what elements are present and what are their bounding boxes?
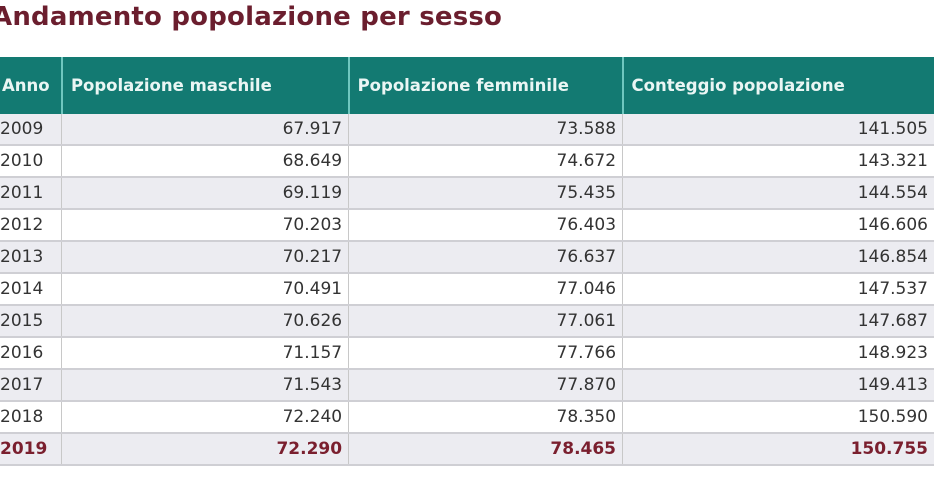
- cell-maschile: 71.543: [61, 369, 350, 402]
- header-conteggio-popolazione: Conteggio popolazione: [622, 57, 934, 114]
- cell-totale: 144.554: [622, 177, 934, 210]
- cell-anno: 2015: [0, 305, 63, 338]
- table-row: 2018 72.240 78.350 150.590: [0, 401, 934, 434]
- cell-anno: 2013: [0, 241, 63, 274]
- cell-femminile: 75.435: [348, 177, 624, 210]
- cell-femminile: 77.766: [348, 337, 624, 370]
- cell-totale: 143.321: [622, 145, 934, 178]
- cell-anno: 2010: [0, 145, 63, 178]
- header-anno: Anno: [0, 57, 63, 114]
- table-row-highlight: 2019 72.290 78.465 150.755: [0, 433, 934, 466]
- cell-femminile: 74.672: [348, 145, 624, 178]
- table-row: 2009 67.917 73.588 141.505: [0, 114, 934, 146]
- cell-maschile: 68.649: [61, 145, 350, 178]
- cell-totale: 147.537: [622, 273, 934, 306]
- table-row: 2017 71.543 77.870 149.413: [0, 369, 934, 402]
- cell-femminile: 73.588: [348, 114, 624, 146]
- cell-femminile: 77.061: [348, 305, 624, 338]
- cell-maschile: 67.917: [61, 114, 350, 146]
- table-row: 2011 69.119 75.435 144.554: [0, 177, 934, 210]
- cell-anno: 2014: [0, 273, 63, 306]
- cell-totale: 148.923: [622, 337, 934, 370]
- cell-anno: 2009: [0, 114, 63, 146]
- cell-maschile: 72.240: [61, 401, 350, 434]
- table-row: 2010 68.649 74.672 143.321: [0, 145, 934, 178]
- cell-totale: 146.606: [622, 209, 934, 242]
- cell-totale: 146.854: [622, 241, 934, 274]
- page-title: Andamento popolazione per sesso: [0, 2, 503, 32]
- cell-totale: 147.687: [622, 305, 934, 338]
- cell-anno: 2016: [0, 337, 63, 370]
- table-row: 2012 70.203 76.403 146.606: [0, 209, 934, 242]
- header-popolazione-maschile: Popolazione maschile: [61, 57, 350, 114]
- cell-anno: 2012: [0, 209, 63, 242]
- cell-anno: 2019: [0, 433, 63, 466]
- cell-femminile: 76.637: [348, 241, 624, 274]
- cell-femminile: 77.870: [348, 369, 624, 402]
- population-table: Anno Popolazione maschile Popolazione fe…: [0, 57, 934, 466]
- cell-maschile: 70.217: [61, 241, 350, 274]
- cell-maschile: 71.157: [61, 337, 350, 370]
- table-row: 2013 70.217 76.637 146.854: [0, 241, 934, 274]
- cell-femminile: 78.350: [348, 401, 624, 434]
- cell-femminile: 77.046: [348, 273, 624, 306]
- cell-femminile: 76.403: [348, 209, 624, 242]
- cell-anno: 2018: [0, 401, 63, 434]
- cell-maschile: 70.626: [61, 305, 350, 338]
- table-row: 2014 70.491 77.046 147.537: [0, 273, 934, 306]
- cell-maschile: 70.491: [61, 273, 350, 306]
- cell-maschile: 70.203: [61, 209, 350, 242]
- table-row: 2016 71.157 77.766 148.923: [0, 337, 934, 370]
- cell-totale: 150.590: [622, 401, 934, 434]
- cell-maschile: 69.119: [61, 177, 350, 210]
- cell-femminile: 78.465: [348, 433, 624, 466]
- table-header-row: Anno Popolazione maschile Popolazione fe…: [0, 57, 934, 114]
- table-row: 2015 70.626 77.061 147.687: [0, 305, 934, 338]
- header-popolazione-femminile: Popolazione femminile: [348, 57, 624, 114]
- cell-totale: 141.505: [622, 114, 934, 146]
- cell-anno: 2017: [0, 369, 63, 402]
- cell-totale: 150.755: [622, 433, 934, 466]
- cell-maschile: 72.290: [61, 433, 350, 466]
- cell-anno: 2011: [0, 177, 63, 210]
- cell-totale: 149.413: [622, 369, 934, 402]
